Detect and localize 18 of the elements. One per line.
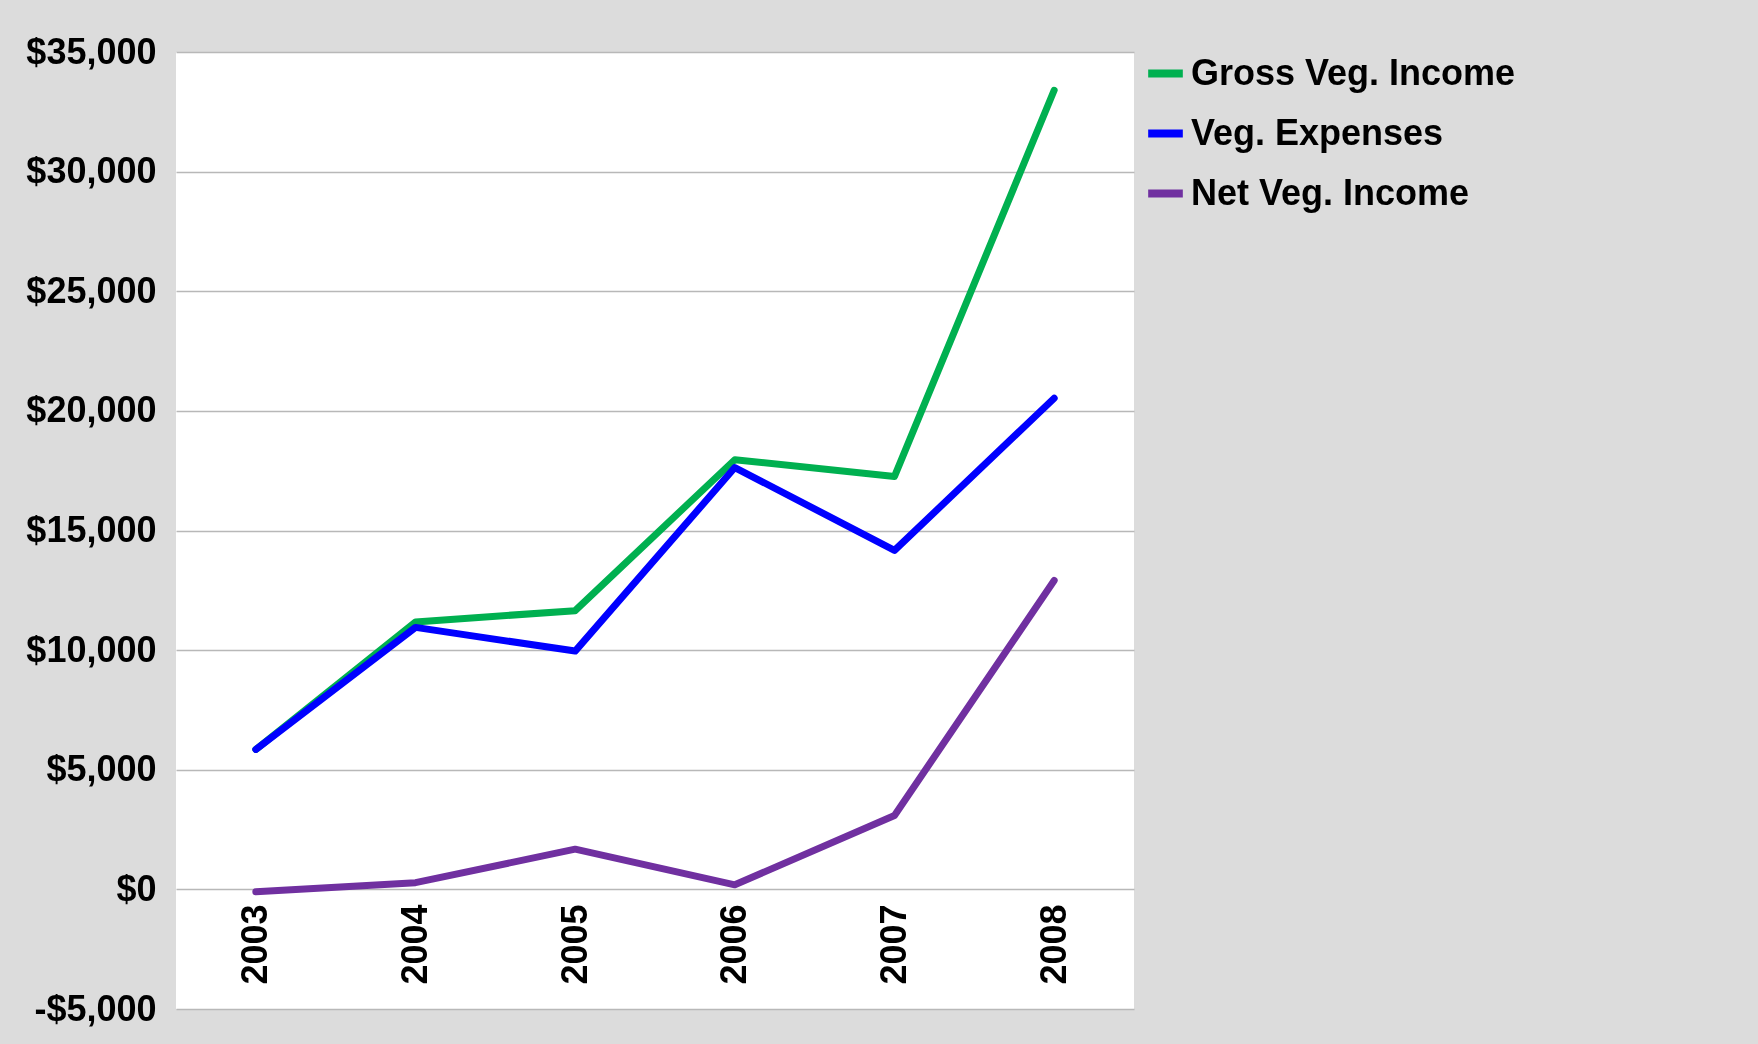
y-tick-label: $20,000 [26,389,157,431]
y-tick-label: $30,000 [26,150,157,192]
y-tick-label: $10,000 [26,628,157,670]
y-tick-label: $25,000 [26,269,157,311]
y-tick-label: $15,000 [26,509,157,550]
x-tick-label: 2008 [1032,904,1074,985]
legend-label: Gross Veg. Income [1191,51,1516,93]
x-tick-label: 2007 [873,904,914,985]
x-tick-label: 2006 [713,904,755,985]
x-tick-label: 2003 [234,904,276,985]
y-tick-label: $5,000 [46,748,157,790]
x-tick-label: 2004 [394,904,435,985]
y-tick-label: $35,000 [26,30,157,72]
legend-label: Net Veg. Income [1191,171,1470,213]
x-tick-label: 2005 [553,904,595,985]
y-tick-label: $0 [116,867,157,909]
y-tick-label: -$5,000 [34,987,157,1029]
legend-label: Veg. Expenses [1191,111,1444,153]
